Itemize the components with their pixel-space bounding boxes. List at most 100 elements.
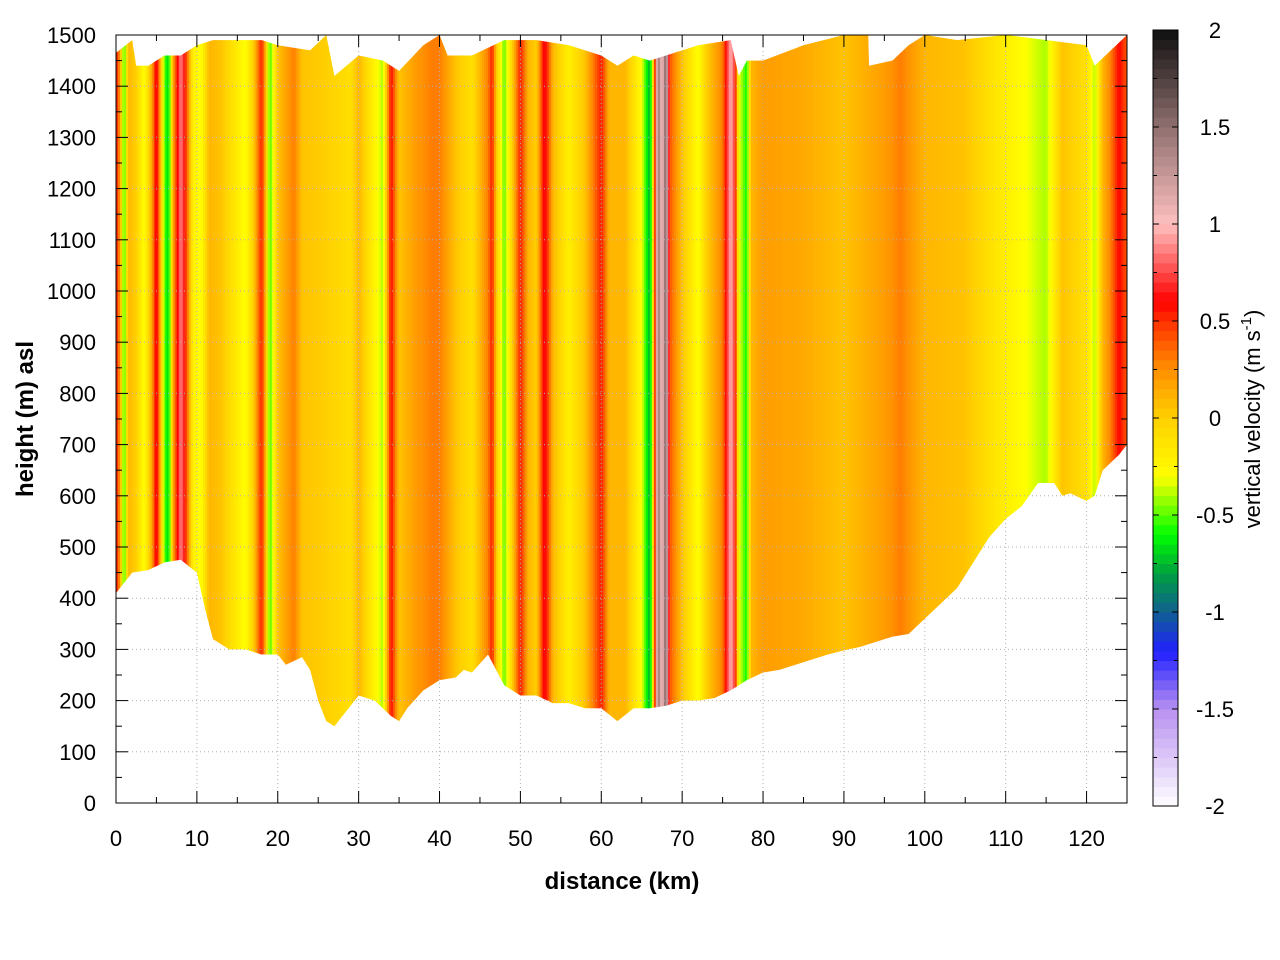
velocity-column bbox=[1114, 35, 1118, 727]
velocity-column bbox=[130, 35, 133, 727]
velocity-column bbox=[1023, 35, 1027, 727]
velocity-column bbox=[1046, 35, 1049, 727]
velocity-column bbox=[538, 35, 542, 727]
velocity-column bbox=[516, 35, 519, 727]
velocity-column bbox=[508, 35, 511, 727]
velocity-column bbox=[403, 35, 406, 727]
colorbar-segment bbox=[1153, 786, 1178, 797]
colorbar-tick-label: 0 bbox=[1209, 406, 1221, 431]
velocity-column bbox=[481, 35, 485, 727]
velocity-column bbox=[194, 35, 198, 727]
velocity-column bbox=[973, 35, 976, 727]
y-tick-label: 600 bbox=[59, 484, 96, 509]
velocity-column bbox=[823, 35, 827, 727]
x-tick-label: 90 bbox=[832, 826, 856, 851]
velocity-column bbox=[627, 35, 631, 727]
velocity-column bbox=[815, 35, 819, 727]
velocity-column bbox=[1007, 35, 1011, 727]
velocity-column bbox=[259, 35, 263, 727]
x-tick-label: 10 bbox=[185, 826, 209, 851]
velocity-column bbox=[150, 35, 153, 727]
velocity-column bbox=[245, 35, 249, 727]
velocity-column bbox=[801, 35, 805, 727]
velocity-column bbox=[714, 35, 718, 727]
velocity-column bbox=[872, 35, 875, 727]
velocity-column bbox=[568, 35, 572, 727]
colorbar-segment bbox=[1153, 757, 1178, 768]
velocity-column bbox=[397, 35, 400, 727]
velocity-column bbox=[390, 35, 394, 727]
colorbar-segment bbox=[1153, 767, 1178, 778]
velocity-column bbox=[350, 35, 354, 727]
velocity-column bbox=[184, 35, 188, 727]
colorbar-segment bbox=[1153, 573, 1178, 584]
velocity-column bbox=[1100, 35, 1104, 727]
velocity-column bbox=[1080, 35, 1084, 727]
velocity-column bbox=[532, 35, 536, 727]
velocity-column bbox=[864, 35, 867, 727]
velocity-column bbox=[550, 35, 554, 727]
velocity-column bbox=[1118, 35, 1122, 727]
velocity-column bbox=[554, 35, 558, 727]
velocity-column bbox=[771, 35, 774, 727]
velocity-column bbox=[488, 35, 491, 727]
grid bbox=[115, 34, 1127, 804]
velocity-column bbox=[1122, 35, 1126, 727]
colorbar-segment bbox=[1153, 602, 1178, 613]
velocity-column bbox=[761, 35, 764, 727]
velocity-column bbox=[463, 35, 467, 727]
velocity-column bbox=[831, 35, 835, 727]
velocity-column bbox=[797, 35, 801, 727]
colorbar-tick-label: 0.5 bbox=[1200, 309, 1231, 334]
axes: 0 10 20 30 40 50 60 70 80 90 100 110 120010020030040… bbox=[47, 23, 1128, 851]
velocity-column bbox=[572, 35, 576, 727]
velocity-column bbox=[1110, 35, 1114, 727]
velocity-column bbox=[1064, 35, 1067, 727]
velocity-column bbox=[942, 35, 946, 727]
velocity-column bbox=[706, 35, 710, 727]
velocity-column bbox=[690, 35, 693, 727]
colorbar-segment bbox=[1153, 107, 1178, 118]
velocity-column bbox=[817, 35, 821, 727]
colorbar-segment bbox=[1153, 398, 1178, 409]
velocity-column bbox=[504, 35, 507, 727]
velocity-column bbox=[439, 35, 443, 727]
velocity-column bbox=[306, 35, 309, 727]
velocity-column bbox=[1116, 35, 1120, 727]
velocity-column bbox=[166, 35, 170, 727]
y-tick-label: 1400 bbox=[47, 74, 96, 99]
velocity-column bbox=[302, 35, 305, 727]
velocity-column bbox=[336, 35, 340, 727]
velocity-column bbox=[118, 35, 121, 727]
velocity-column bbox=[425, 35, 428, 727]
velocity-column bbox=[765, 35, 768, 727]
velocity-column bbox=[152, 35, 156, 727]
velocity-column bbox=[132, 35, 135, 727]
velocity-column bbox=[552, 35, 556, 727]
velocity-column bbox=[1036, 35, 1039, 727]
y-tick-label: 900 bbox=[59, 330, 96, 355]
velocity-column bbox=[471, 35, 475, 727]
velocity-column bbox=[896, 35, 900, 727]
velocity-column bbox=[902, 35, 906, 727]
velocity-column bbox=[461, 35, 465, 727]
velocity-column bbox=[209, 35, 212, 727]
velocity-column bbox=[821, 35, 825, 727]
velocity-column bbox=[694, 35, 697, 727]
velocity-column bbox=[716, 35, 720, 727]
colorbar: 2 1.5 1 0.5 0 -0.5 -1 -1.5 -2 bbox=[1152, 18, 1234, 819]
velocity-column bbox=[854, 35, 857, 727]
colorbar-segment bbox=[1153, 127, 1178, 138]
velocity-column bbox=[122, 35, 125, 727]
velocity-column bbox=[202, 35, 206, 727]
velocity-column bbox=[1062, 35, 1065, 727]
velocity-column bbox=[756, 35, 760, 727]
velocity-column bbox=[904, 35, 908, 727]
velocity-column bbox=[388, 35, 392, 727]
velocity-column bbox=[457, 35, 461, 727]
colorbar-segment bbox=[1153, 175, 1178, 186]
velocity-column bbox=[599, 35, 602, 727]
colorbar-label: vertical velocity (m s-1) bbox=[1238, 310, 1265, 529]
velocity-column bbox=[566, 35, 570, 727]
velocity-column bbox=[1001, 35, 1005, 727]
